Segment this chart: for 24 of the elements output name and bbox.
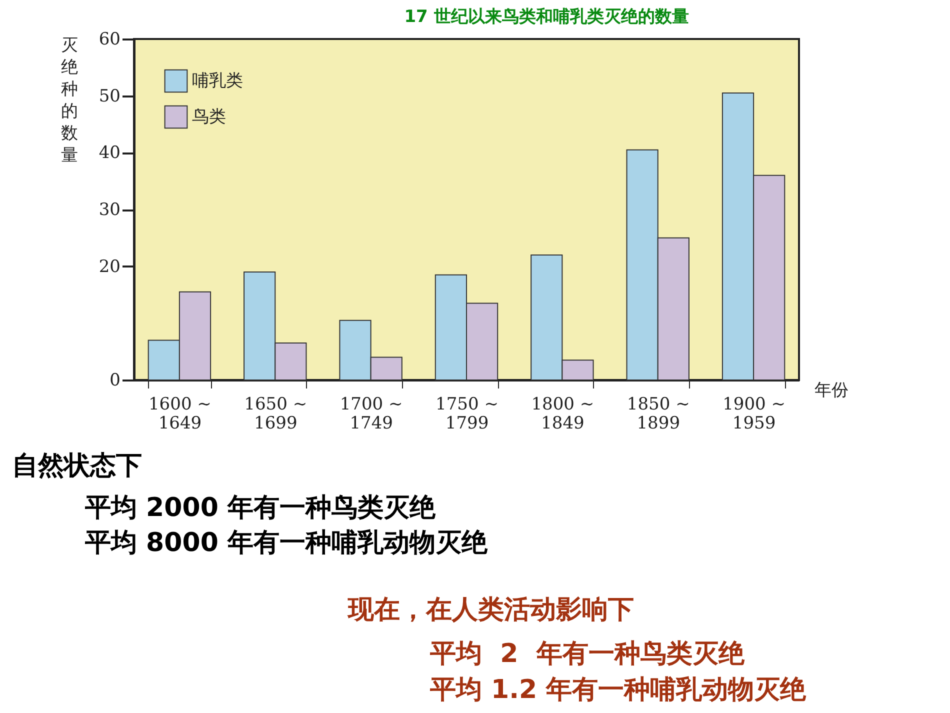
x-tick-label: 1700 ~ 1749	[340, 394, 403, 434]
y-axis-title: 灭绝种的数量	[61, 36, 78, 166]
x-tick-label: 1600 ~ 1649	[148, 394, 212, 434]
y-tick-label: 60	[98, 30, 120, 50]
legend-label: 哺乳类	[192, 71, 243, 91]
x-tick-label: 1650 ~ 1699	[244, 394, 308, 434]
text: 平均 2 年有一种鸟类灭绝	[430, 638, 744, 671]
text: 平均 2000 年有一种鸟类灭绝	[85, 492, 436, 525]
text: 自然状态下	[12, 450, 142, 483]
x-tick-label: 1800 ~ 1849	[531, 394, 594, 434]
x-tick-label: 1900 ~ 1959	[722, 394, 786, 434]
y-tick-label: 50	[98, 86, 120, 106]
x-tick-label: 1850 ~ 1899	[626, 394, 690, 434]
x-tick-label: 1750 ~ 1799	[436, 394, 498, 434]
y-tick-label: 30	[98, 200, 120, 220]
text: 平均 8000 年有一种哺乳动物灭绝	[85, 527, 488, 560]
y-tick-label: 40	[98, 143, 120, 164]
text: 平均 1.2 年有一种哺乳动物灭绝	[430, 674, 806, 707]
x-axis-title: 年份	[814, 380, 848, 400]
text: 现在，在人类活动影响下	[348, 594, 634, 627]
legend-label: 鸟类	[192, 107, 226, 127]
y-tick-label: 20	[98, 256, 120, 277]
chart-title: 17 世纪以来鸟类和哺乳类灭绝的数量	[404, 7, 689, 27]
y-tick-label: 0	[110, 370, 120, 390]
